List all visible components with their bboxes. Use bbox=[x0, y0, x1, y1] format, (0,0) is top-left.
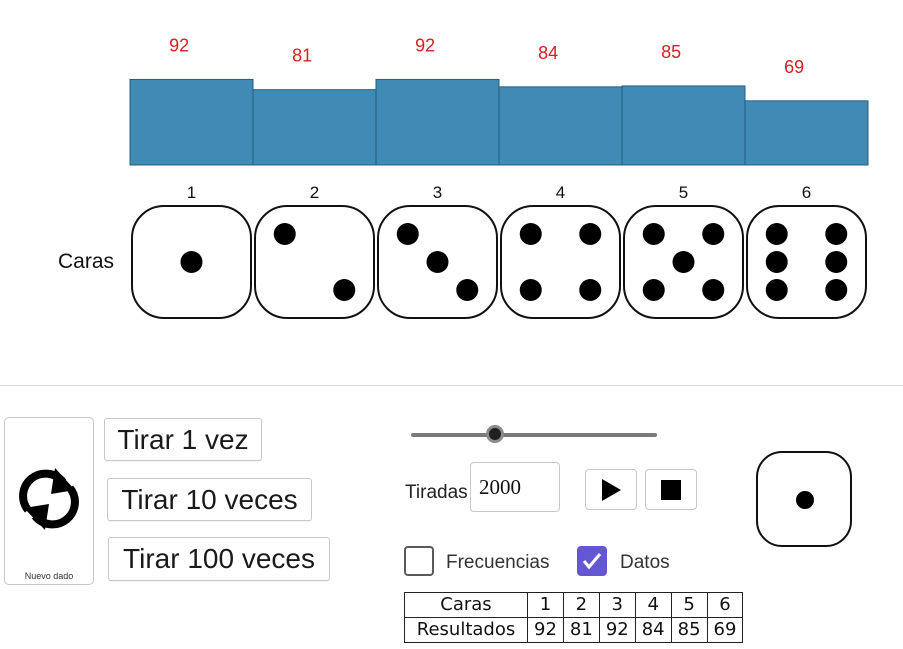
face-number-label: 5 bbox=[679, 183, 688, 202]
table-cell: 4 bbox=[634, 592, 672, 618]
table-cell: 2 bbox=[562, 592, 600, 618]
bar-value-label: 84 bbox=[538, 43, 558, 63]
stop-button[interactable] bbox=[645, 469, 697, 510]
tiradas-label: Tiradas bbox=[405, 482, 468, 503]
face-number-label: 4 bbox=[556, 183, 565, 202]
face-number-label: 3 bbox=[433, 183, 442, 202]
table-header-resultados: Resultados bbox=[404, 617, 528, 643]
value-labels-layer: 92 81 92 84 85 69 bbox=[169, 35, 804, 76]
table-row: Resultados 92 81 92 84 85 69 bbox=[404, 617, 744, 643]
new-die-button[interactable]: Nuevo dado bbox=[4, 417, 94, 585]
bar-value-label: 92 bbox=[415, 35, 435, 55]
table-cell: 69 bbox=[706, 617, 744, 643]
speed-slider-thumb[interactable] bbox=[486, 425, 504, 443]
die-pip bbox=[825, 279, 848, 301]
panel-divider bbox=[0, 385, 903, 386]
frecuencias-checkbox[interactable] bbox=[404, 546, 434, 576]
die-pip bbox=[825, 223, 848, 245]
die-face bbox=[500, 205, 621, 319]
table-header-caras: Caras bbox=[404, 592, 528, 618]
datos-checkbox[interactable] bbox=[577, 546, 607, 576]
bar-value-label: 69 bbox=[784, 57, 804, 77]
die-pip bbox=[519, 223, 542, 245]
die-pip bbox=[396, 223, 419, 245]
table-cell: 92 bbox=[598, 617, 636, 643]
face-number-label: 6 bbox=[802, 183, 811, 202]
refresh-icon bbox=[19, 468, 79, 530]
die-pip bbox=[426, 251, 449, 273]
frecuencias-label: Frecuencias bbox=[446, 552, 550, 573]
histogram-bar bbox=[744, 100, 869, 166]
table-cell: 1 bbox=[527, 592, 564, 618]
play-button[interactable] bbox=[585, 469, 637, 510]
caras-row-label: Caras bbox=[58, 250, 114, 273]
bar-value-label: 92 bbox=[169, 35, 189, 55]
bar-value-label: 81 bbox=[292, 46, 312, 66]
die-pip bbox=[702, 279, 725, 301]
results-table: Caras 1 2 3 4 5 6 Resultados 92 81 92 84… bbox=[404, 592, 744, 643]
table-cell: 84 bbox=[634, 617, 672, 643]
current-roll-die bbox=[756, 451, 852, 547]
die-pip bbox=[702, 223, 725, 245]
checkmark-icon bbox=[582, 553, 602, 570]
new-die-label: Nuevo dado bbox=[24, 571, 74, 581]
roll-100-button[interactable]: Tirar 100 veces bbox=[108, 537, 330, 581]
die-face bbox=[746, 205, 867, 319]
die-pip bbox=[579, 223, 602, 245]
table-cell: 85 bbox=[670, 617, 708, 643]
histogram-graph: 92 81 92 84 85 69 1 2 3 4 5 6 Caras bbox=[58, 35, 869, 319]
die-pip bbox=[765, 223, 788, 245]
face-number-label: 2 bbox=[310, 183, 319, 202]
histogram-bar bbox=[129, 78, 254, 166]
stop-icon bbox=[661, 479, 681, 500]
table-cell: 5 bbox=[670, 592, 708, 618]
face-labels-layer: 1 2 3 4 5 6 bbox=[187, 183, 811, 202]
speed-slider-track[interactable] bbox=[411, 433, 657, 437]
table-cell: 81 bbox=[562, 617, 600, 643]
histogram-bar bbox=[252, 89, 377, 166]
datos-label: Datos bbox=[620, 552, 670, 573]
die-pip bbox=[642, 279, 665, 301]
die-pip bbox=[273, 223, 296, 245]
die-pip bbox=[765, 251, 788, 273]
die-pip bbox=[765, 279, 788, 301]
histogram-bar bbox=[621, 85, 746, 166]
die-pip bbox=[672, 251, 695, 273]
die-pip bbox=[333, 279, 356, 301]
face-number-label: 1 bbox=[187, 183, 196, 202]
table-cell: 92 bbox=[527, 617, 564, 643]
die-pip bbox=[519, 279, 542, 301]
die-face bbox=[254, 205, 375, 319]
histogram-bar bbox=[498, 86, 623, 166]
bars-layer bbox=[129, 78, 869, 166]
die-pip bbox=[825, 251, 848, 273]
die-pip bbox=[642, 223, 665, 245]
die-pip bbox=[579, 279, 602, 301]
tiradas-input[interactable]: 2000 bbox=[470, 462, 560, 512]
bar-value-label: 85 bbox=[661, 42, 681, 62]
roll-1-button[interactable]: Tirar 1 vez bbox=[104, 418, 262, 461]
die-pip bbox=[180, 251, 203, 273]
die-pip bbox=[796, 491, 814, 509]
table-row: Caras 1 2 3 4 5 6 bbox=[404, 592, 744, 618]
table-cell: 6 bbox=[706, 592, 744, 618]
table-cell: 3 bbox=[598, 592, 636, 618]
roll-10-button[interactable]: Tirar 10 veces bbox=[107, 478, 312, 521]
play-icon bbox=[602, 478, 621, 501]
histogram-bar bbox=[375, 78, 500, 166]
die-pip bbox=[456, 279, 479, 301]
dice-faces-layer bbox=[131, 205, 867, 319]
